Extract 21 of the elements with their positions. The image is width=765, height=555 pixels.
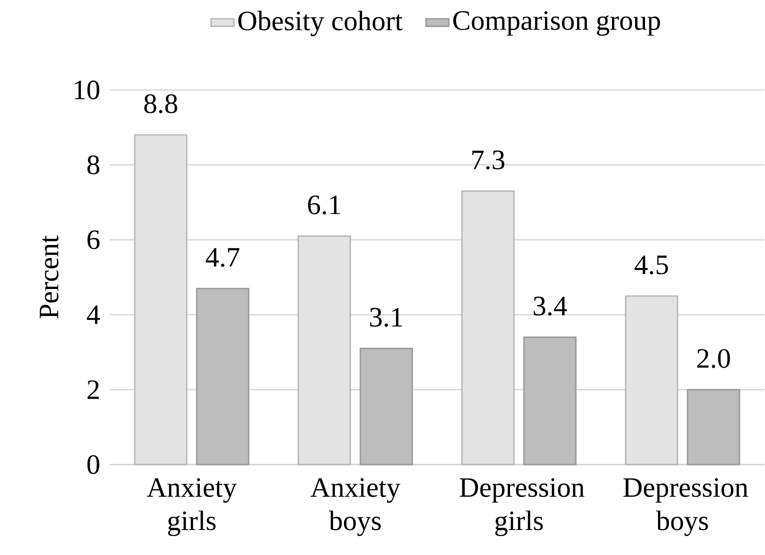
data-label: 3.1 <box>370 308 402 328</box>
y-tick-label: 10 <box>74 80 100 100</box>
x-tick-label: Depression girls <box>460 478 584 536</box>
legend-label: Comparison group <box>453 11 660 36</box>
data-label: 8.8 <box>144 94 178 114</box>
y-tick-label: 6 <box>88 230 100 250</box>
data-label: 2.0 <box>697 349 730 368</box>
data-label: 4.7 <box>206 248 240 268</box>
x-tick-label: Anxiety girls <box>146 478 237 536</box>
y-tick-label: 2 <box>88 380 99 400</box>
x-tick-label: Depression boys <box>623 478 748 536</box>
y-tick-label: 8 <box>87 156 100 175</box>
data-label: 7.3 <box>472 150 504 170</box>
data-label: 3.4 <box>534 296 567 316</box>
legend-label: Obesity cohort <box>238 11 403 36</box>
y-tick-label: 0 <box>87 455 100 474</box>
data-label: 6.1 <box>308 196 340 215</box>
data-label: 4.5 <box>634 256 668 275</box>
y-axis-title: Percent <box>40 236 58 319</box>
x-tick-label: Anxiety boys <box>310 478 400 536</box>
y-tick-label: 4 <box>86 306 100 324</box>
